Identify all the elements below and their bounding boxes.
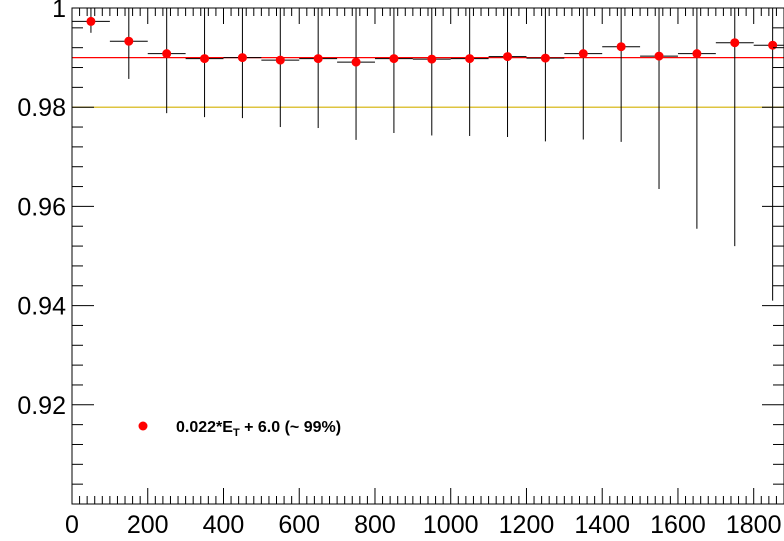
legend-label-main: 0.022*E [176, 419, 233, 436]
x-tick-label: 1600 [650, 511, 706, 539]
data-point [730, 38, 740, 48]
data-point [692, 49, 702, 59]
x-tick-label: 1800 [726, 511, 782, 539]
legend: 0.022*ET + 6.0 (~ 99%) [138, 419, 341, 439]
x-tick-label: 1000 [423, 511, 479, 539]
reference-lines [72, 56, 784, 108]
x-tick-label: 1400 [574, 511, 630, 539]
data-point [351, 57, 361, 67]
data-point [313, 54, 323, 64]
x-tick-label: 800 [354, 511, 396, 539]
x-tick-label: 200 [127, 511, 169, 539]
data-point [503, 52, 513, 62]
data-point [237, 53, 247, 63]
y-axis-tick-labels: 0.92 0.94 0.96 0.98 1 [17, 0, 66, 420]
x-tick-label: 0 [65, 511, 79, 539]
data-point [86, 16, 96, 26]
data-point [124, 36, 134, 46]
y-tick-label: 1 [52, 0, 66, 23]
x-tick-label: 1200 [499, 511, 555, 539]
x-axis-tick-labels: 0 200 400 600 800 1000 1200 1400 1600 1800 [65, 511, 781, 539]
y-tick-label: 0.98 [17, 94, 66, 122]
data-point [616, 42, 626, 52]
legend-marker [138, 421, 148, 431]
y-tick-label: 0.94 [17, 293, 66, 321]
data-point [540, 53, 550, 63]
y-tick-label: 0.92 [17, 392, 66, 420]
error-bars [72, 8, 784, 301]
data-points [86, 16, 778, 67]
data-point [654, 51, 664, 61]
x-tick-label: 400 [203, 511, 245, 539]
legend-label: 0.022*ET + 6.0 (~ 99%) [176, 419, 341, 439]
legend-label-sub: T [233, 427, 240, 439]
y-tick-label: 0.96 [17, 193, 66, 221]
data-point [162, 49, 172, 59]
data-point [768, 40, 778, 50]
data-point [275, 55, 285, 65]
legend-label-tail: + 6.0 (~ 99%) [240, 419, 341, 436]
data-point [465, 54, 475, 64]
data-point [200, 54, 210, 64]
data-point [427, 54, 437, 64]
data-point [389, 54, 399, 64]
x-axis-ticks [71, 8, 784, 504]
y-axis-ticks [72, 7, 784, 505]
data-point [578, 49, 588, 59]
x-tick-label: 600 [278, 511, 320, 539]
